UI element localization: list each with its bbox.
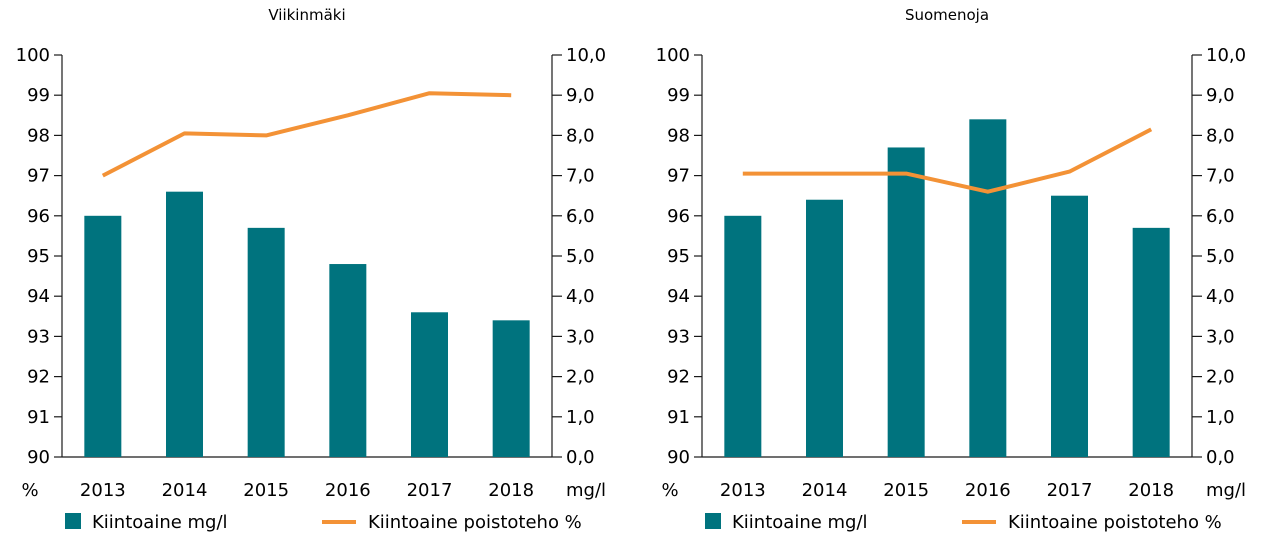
- x-axis-tick-label: 2013: [80, 480, 126, 501]
- right-axis-tick-label: 1,0: [566, 407, 595, 428]
- right-axis-tick-label: 0,0: [1206, 447, 1235, 468]
- right-axis-tick-label: 4,0: [566, 286, 595, 307]
- chart-title: Viikinmäki: [268, 6, 345, 24]
- left-axis-tick-label: 91: [667, 407, 690, 428]
- left-axis-tick-label: 99: [667, 85, 690, 106]
- left-axis-tick-label: 93: [27, 326, 50, 347]
- right-axis-tick-label: 1,0: [1206, 407, 1235, 428]
- left-axis-tick-label: 97: [667, 166, 690, 187]
- right-axis-tick-label: 2,0: [1206, 367, 1235, 388]
- bar-suomenoja-2016: [969, 119, 1007, 457]
- legend-bar-swatch: [65, 513, 81, 529]
- left-axis-unit-label: %: [21, 480, 38, 501]
- line-series-suomenoja: [742, 127, 1153, 194]
- right-axis-tick-label: 7,0: [1206, 166, 1235, 187]
- legend-line-label: Kiintoaine poistoteho %: [368, 512, 582, 533]
- right-axis-tick-label: 10,0: [1206, 45, 1246, 66]
- right-axis-unit-label: mg/l: [1206, 480, 1246, 501]
- right-axis-unit-label: mg/l: [566, 480, 606, 501]
- left-axis-tick-label: 94: [27, 286, 50, 307]
- left-axis-tick-label: 99: [27, 85, 50, 106]
- bar-suomenoja-2014: [806, 199, 843, 457]
- chart-panel-viikinmaki: Viikinmäki 90 91 92 93 94 95 96 97 98 99 100 0,0 1,0 2…: [16, 6, 606, 533]
- x-axis-tick-label: 2016: [325, 480, 371, 501]
- right-axis-tick-label: 6,0: [1206, 206, 1235, 227]
- right-axis-tick-label: 5,0: [566, 246, 595, 267]
- right-axis-tick-label: 5,0: [1206, 246, 1235, 267]
- legend-bar-swatch: [705, 513, 721, 529]
- x-axis-tick-label: 2015: [883, 480, 929, 501]
- right-axis-tick-label: 9,0: [566, 85, 595, 106]
- chart-panel-suomenoja: Suomenoja 90 91 92 93 94 95 96 97 98 99 100 0,0 1,0 2,…: [640, 0, 1280, 542]
- chart-viikinmaki-svg: Viikinmäki 90 91 92 93 94 95 96 97 98 99 100 0,0 1,0 2…: [16, 6, 606, 533]
- right-axis-tick-label: 7,0: [566, 166, 595, 187]
- left-axis-tick-label: 98: [27, 125, 50, 146]
- left-axis-unit-label: %: [661, 480, 678, 501]
- chart-title: Suomenoja: [905, 6, 989, 24]
- left-axis-tick-label: 98: [667, 125, 690, 146]
- left-axis-tick-label: 100: [16, 45, 50, 66]
- right-axis-tick-label: 2,0: [566, 367, 595, 388]
- right-axis-tick-label: 0,0: [566, 447, 595, 468]
- right-axis-tick-label: 6,0: [566, 206, 595, 227]
- bar-suomenoja-2015: [887, 147, 925, 457]
- left-axis-tick-label: 91: [27, 407, 50, 428]
- x-axis-tick-label: 2014: [802, 480, 848, 501]
- chart-suomenoja-svg: Suomenoja 90 91 92 93 94 95 96 97 98 99 100 0,0 1,0 2,…: [656, 6, 1246, 533]
- x-axis-tick-label: 2018: [1128, 480, 1174, 501]
- x-axis-tick-label: 2017: [407, 480, 453, 501]
- right-axis-tick-label: 9,0: [1206, 85, 1235, 106]
- left-axis-tick-label: 96: [667, 206, 690, 227]
- bar-suomenoja-2013: [724, 215, 762, 457]
- left-axis-tick-label: 90: [667, 447, 690, 468]
- line-series-viikinmaki: [101, 91, 512, 178]
- x-axis-tick-label: 2013: [720, 480, 766, 501]
- bar-suomenoja-2017: [1051, 195, 1088, 457]
- left-axis-tick-label: 100: [656, 45, 690, 66]
- x-axis-tick-label: 2014: [162, 480, 208, 501]
- left-axis-tick-label: 96: [27, 206, 50, 227]
- bar-viikinmaki-2018: [492, 320, 530, 457]
- left-axis-tick-label: 94: [667, 286, 690, 307]
- bar-viikinmaki-2014: [166, 191, 203, 457]
- legend-bar-label: Kiintoaine mg/l: [732, 512, 868, 533]
- bar-viikinmaki-2016: [329, 264, 367, 457]
- bar-viikinmaki-2017: [411, 312, 448, 457]
- right-axis-tick-label: 4,0: [1206, 286, 1235, 307]
- x-axis-tick-label: 2016: [965, 480, 1011, 501]
- x-axis-tick-label: 2017: [1047, 480, 1093, 501]
- right-axis-tick-label: 3,0: [566, 326, 595, 347]
- left-axis-tick-label: 95: [667, 246, 690, 267]
- legend-bar-label: Kiintoaine mg/l: [92, 512, 228, 533]
- legend-line-label: Kiintoaine poistoteho %: [1008, 512, 1222, 533]
- right-axis-tick-label: 8,0: [566, 125, 595, 146]
- right-axis-tick-label: 10,0: [566, 45, 606, 66]
- left-axis-tick-label: 97: [27, 166, 50, 187]
- left-axis-tick-label: 92: [667, 367, 690, 388]
- right-axis-tick-label: 3,0: [1206, 326, 1235, 347]
- left-axis-tick-label: 92: [27, 367, 50, 388]
- left-axis-tick-label: 95: [27, 246, 50, 267]
- bar-suomenoja-2018: [1132, 227, 1170, 457]
- bar-viikinmaki-2013: [84, 215, 122, 457]
- x-axis-tick-label: 2015: [243, 480, 289, 501]
- right-axis-tick-label: 8,0: [1206, 125, 1235, 146]
- x-axis-tick-label: 2018: [488, 480, 534, 501]
- left-axis-tick-label: 93: [667, 326, 690, 347]
- left-axis-tick-label: 90: [27, 447, 50, 468]
- bar-viikinmaki-2015: [247, 227, 285, 457]
